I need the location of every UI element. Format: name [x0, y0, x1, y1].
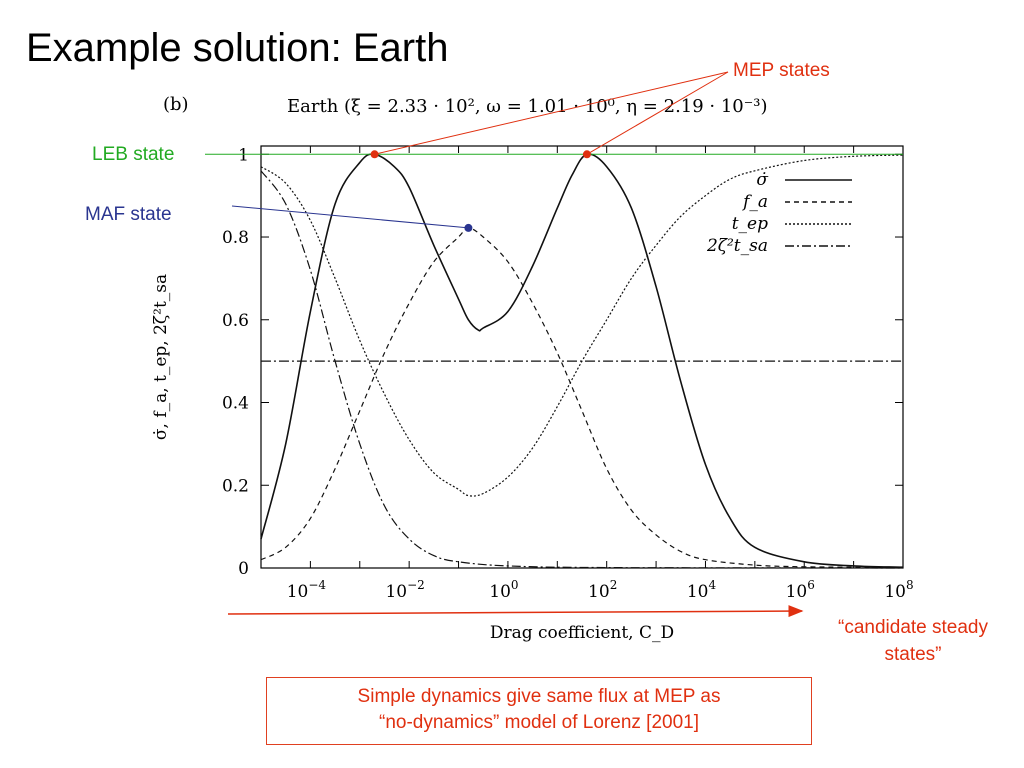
y-tick-label: 0 — [238, 559, 249, 579]
x-tick-label: 108 — [884, 578, 913, 602]
series-line-2 — [260, 154, 904, 497]
chart-title: Earth (ξ = 2.33 · 10², ω = 1.01 · 10⁰, η… — [287, 96, 768, 117]
x-tick-label: 106 — [786, 578, 815, 602]
candidate-label-2: states” — [884, 644, 941, 665]
x-tick-label: 10−2 — [385, 578, 424, 602]
series-line-1 — [260, 227, 904, 569]
legend-label: t_ep — [732, 214, 768, 234]
mep-leader-0 — [374, 71, 729, 155]
y-tick-label: 1 — [238, 145, 249, 165]
y-tick-label: 0.8 — [222, 228, 249, 248]
y-axis-label: σ̇, f_a, t_ep, 2ζ²t_sa — [151, 274, 171, 440]
maf-label: MAF state — [85, 204, 172, 225]
x-tick-label: 102 — [588, 578, 617, 602]
leb-label: LEB state — [92, 144, 174, 165]
legend-label: 2ζ²t_sa — [706, 236, 768, 256]
note-line-2: “no-dynamics” model of Lorenz [2001] — [379, 712, 699, 733]
mep-marker-1 — [582, 150, 591, 159]
y-tick-label: 0.6 — [222, 311, 249, 331]
legend-label: σ̇ — [756, 170, 768, 190]
maf-leader-2 — [231, 205, 469, 229]
maf-marker-2 — [464, 223, 473, 232]
plot-frame — [260, 145, 904, 569]
series-line-0 — [260, 153, 904, 568]
candidate-label-1: “candidate steady — [838, 617, 988, 638]
candidate-arrow — [227, 605, 804, 618]
y-tick-label: 0.2 — [222, 476, 249, 496]
mep-leader-1 — [586, 71, 729, 155]
mep-label: MEP states — [733, 60, 830, 81]
x-tick-label: 100 — [489, 578, 518, 602]
x-tick-label: 104 — [687, 578, 717, 602]
note-line-1: Simple dynamics give same flux at MEP as — [357, 686, 721, 707]
x-tick-label: 10−4 — [287, 578, 327, 602]
slide-title: Example solution: Earth — [26, 26, 449, 70]
note-box: Simple dynamics give same flux at MEP as… — [266, 677, 812, 745]
panel-label: (b) — [163, 94, 189, 115]
series-line-3 — [260, 170, 904, 569]
y-tick-label: 0.4 — [222, 394, 249, 414]
legend-label: f_a — [741, 192, 768, 212]
mep-marker-0 — [370, 150, 379, 159]
x-axis-label: Drag coefficient, C_D — [490, 623, 674, 643]
